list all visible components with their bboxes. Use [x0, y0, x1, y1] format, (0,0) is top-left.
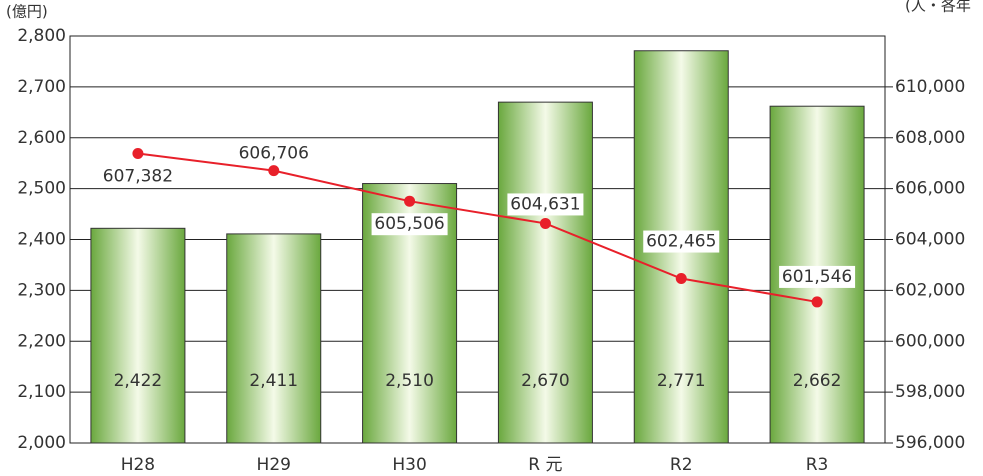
- x-tick-label: H29: [257, 455, 291, 475]
- line-point: [811, 296, 823, 308]
- line-point: [404, 195, 416, 207]
- label-bg: [507, 193, 584, 216]
- y-tick-label: 2,700: [17, 77, 66, 97]
- line-value-label: 606,706: [239, 144, 309, 164]
- y2-tick-label: 606,000: [895, 179, 965, 199]
- line-value-label: 601,546: [782, 267, 852, 287]
- y-axis-label: (億円): [6, 3, 48, 21]
- y-tick-label: 2,000: [17, 433, 66, 453]
- y-tick-label: 2,600: [17, 128, 66, 148]
- y-tick-label: 2,400: [17, 230, 66, 250]
- line-point: [268, 165, 280, 177]
- bar-value-label: 2,662: [793, 371, 842, 391]
- y2-tick-label: 604,000: [895, 230, 965, 250]
- x-tick-label: H28: [121, 455, 155, 475]
- y-tick-label: 2,500: [17, 179, 66, 199]
- line-point: [675, 273, 687, 285]
- x-tick-label: R3: [806, 455, 829, 475]
- line: [137, 152, 818, 303]
- label-bg: [779, 265, 856, 288]
- bar-value-label: 2,510: [385, 371, 434, 391]
- line-value-label: 602,465: [646, 232, 716, 252]
- y-tick-label: 2,100: [17, 382, 66, 402]
- bar: [226, 233, 322, 444]
- label-bg: [643, 230, 720, 253]
- bar: [497, 101, 593, 444]
- line-value-label: 604,631: [510, 194, 580, 214]
- line-value-label: 605,506: [374, 214, 444, 234]
- y2-axis-label: (人・各年: [905, 0, 971, 15]
- y2-tick-label: 602,000: [895, 280, 965, 300]
- y2-tick-label: 598,000: [895, 382, 965, 402]
- x-tick-label: R2: [670, 455, 693, 475]
- y-tick-label: 2,300: [17, 280, 66, 300]
- label-bg: [371, 213, 448, 236]
- bar-value-label: 2,422: [114, 371, 163, 391]
- plot-frame: [69, 35, 886, 444]
- line-point: [132, 147, 144, 159]
- y-tick-label: 2,800: [17, 26, 66, 46]
- bar-value-label: 2,411: [249, 371, 298, 391]
- label-bg: [235, 142, 312, 165]
- y-tick-label: 2,200: [17, 331, 66, 351]
- x-tick-label: H30: [392, 455, 426, 475]
- y2-tick-label: 608,000: [895, 128, 965, 148]
- line-value-label: 607,382: [103, 166, 173, 186]
- y2-tick-label: 610,000: [895, 77, 965, 97]
- bar-value-label: 2,670: [521, 371, 570, 391]
- x-tick-label: R 元: [528, 455, 562, 475]
- line-point: [539, 217, 551, 229]
- bar: [90, 227, 186, 444]
- y2-tick-label: 600,000: [895, 331, 965, 351]
- label-bg: [99, 165, 176, 188]
- bar-value-label: 2,771: [657, 371, 706, 391]
- y2-tick-label: 596,000: [895, 433, 965, 453]
